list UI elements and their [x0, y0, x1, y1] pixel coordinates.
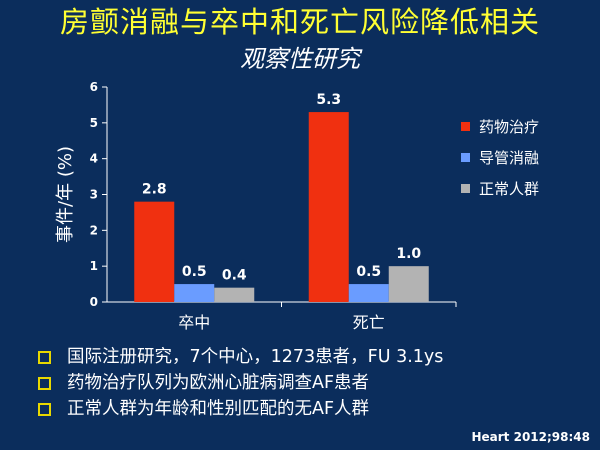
- bar: [388, 266, 429, 302]
- slide-title: 房颤消融与卒中和死亡风险降低相关: [59, 5, 540, 39]
- bullet-square-icon: [38, 350, 51, 364]
- y-axis-label: 事件/年 (%): [55, 146, 76, 243]
- legend-swatch: [461, 122, 470, 131]
- slide-subtitle: 观察性研究: [240, 45, 360, 73]
- bar: [308, 112, 349, 302]
- data-label: 0.5: [356, 264, 381, 280]
- bar: [174, 284, 215, 302]
- bullet-item: 正常人群为年龄和性别匹配的无AF人群: [38, 396, 443, 422]
- bar: [348, 284, 389, 302]
- bullet-square-icon: [38, 376, 51, 390]
- data-label: 0.4: [222, 268, 247, 284]
- data-label: 2.8: [142, 182, 167, 198]
- bullet-square-icon: [38, 402, 51, 416]
- bar: [214, 287, 255, 302]
- x-category-label: 死亡: [353, 313, 385, 332]
- legend-swatch: [461, 184, 470, 193]
- y-tick-label: 1: [90, 259, 98, 273]
- bullet-text: 国际注册研究，7个中心，1273患者，FU 3.1ys: [67, 347, 444, 367]
- bullet-list: 国际注册研究，7个中心，1273患者，FU 3.1ys 药物治疗队列为欧洲心脏病…: [38, 344, 443, 422]
- data-label: 1.0: [396, 246, 421, 262]
- bullet-text: 正常人群为年龄和性别匹配的无AF人群: [67, 399, 370, 419]
- data-label: 5.3: [316, 92, 341, 108]
- legend-label: 正常人群: [479, 180, 539, 198]
- bullet-text: 药物治疗队列为欧洲心脏病调查AF患者: [67, 373, 370, 393]
- legend-swatch: [461, 153, 470, 162]
- y-tick-label: 5: [90, 116, 98, 130]
- y-tick-label: 4: [90, 152, 98, 166]
- bar: [134, 201, 175, 302]
- bullet-item: 国际注册研究，7个中心，1273患者，FU 3.1ys: [38, 344, 443, 370]
- y-tick-label: 0: [90, 295, 98, 309]
- y-tick-label: 6: [90, 80, 98, 94]
- legend-label: 导管消融: [479, 149, 539, 167]
- citation: Heart 2012;98:48: [471, 430, 590, 444]
- legend-label: 药物治疗: [479, 118, 539, 136]
- data-label: 0.5: [182, 264, 207, 280]
- x-category-label: 卒中: [178, 313, 210, 332]
- y-tick-label: 2: [90, 223, 98, 237]
- bullet-item: 药物治疗队列为欧洲心脏病调查AF患者: [38, 370, 443, 396]
- bar-chart: 0 1 2 3 4 5 6 事件/年 (%) 卒中 2.8 0.5 0.4 死亡 5.3 0.5 1.0 药物治…: [55, 80, 539, 332]
- y-tick-label: 3: [90, 188, 98, 202]
